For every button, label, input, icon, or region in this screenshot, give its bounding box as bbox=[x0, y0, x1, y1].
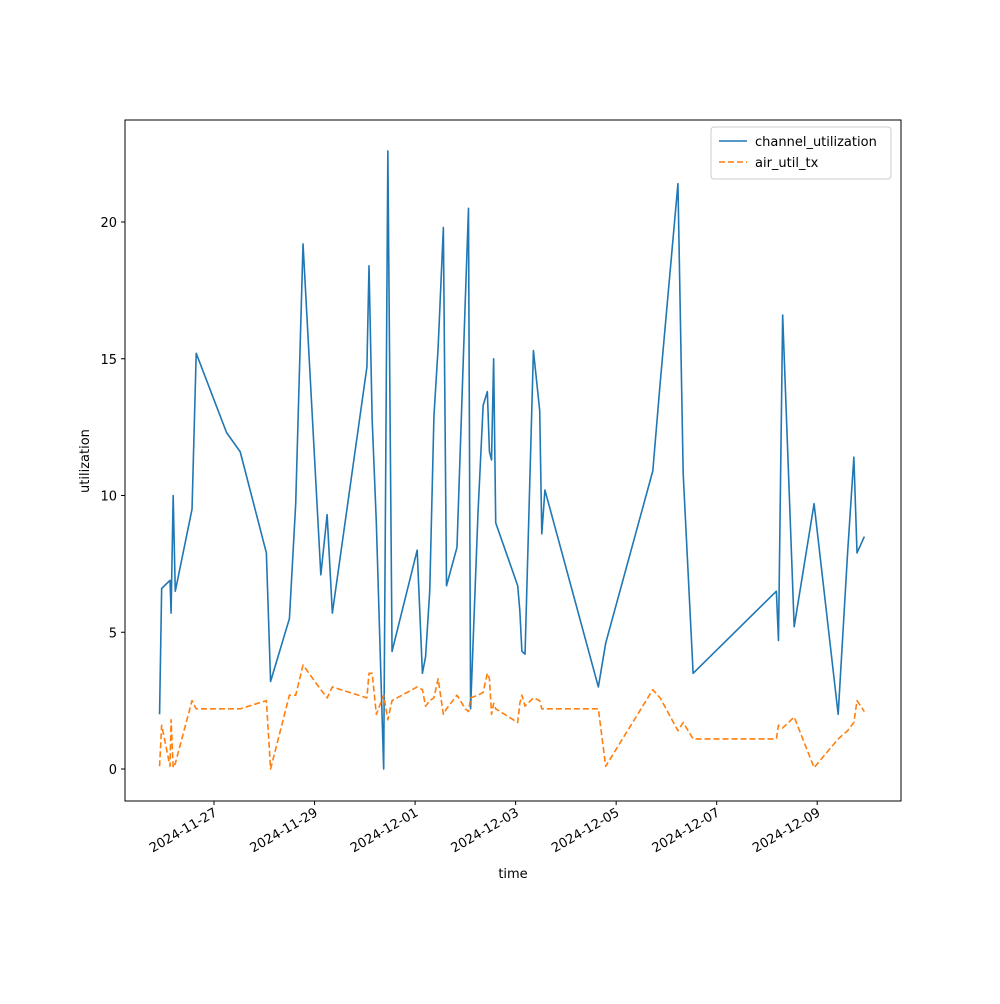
plot-frame bbox=[124, 119, 902, 802]
series-line bbox=[158, 150, 866, 770]
legend-box bbox=[710, 126, 892, 180]
legend-label: channel_utilization bbox=[755, 135, 877, 150]
y-tick-label: 20 bbox=[100, 216, 117, 231]
y-tick-label: 0 bbox=[109, 763, 117, 778]
legend: channel_utilization air_util_tx bbox=[710, 126, 892, 180]
series-line bbox=[158, 664, 866, 770]
y-axis-label: utilization bbox=[78, 429, 93, 493]
y-tick-label: 15 bbox=[100, 353, 117, 368]
x-axis-label: time bbox=[498, 867, 527, 882]
legend-label: air_util_tx bbox=[755, 156, 819, 171]
y-tick-label: 5 bbox=[109, 626, 117, 641]
y-tick-label: 10 bbox=[100, 490, 117, 505]
